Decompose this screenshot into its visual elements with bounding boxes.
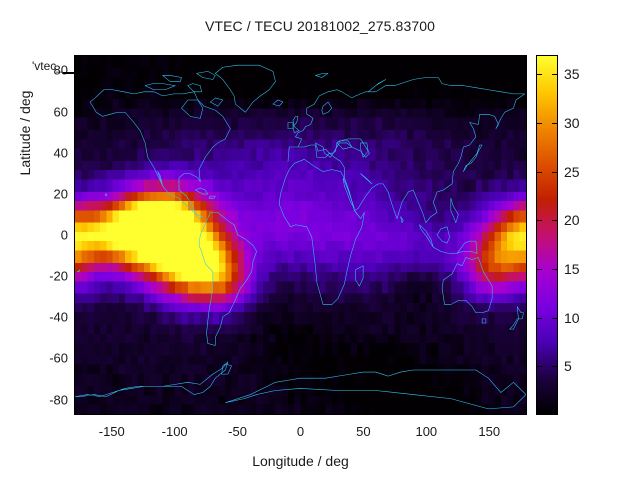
colorbar-tick xyxy=(537,269,542,271)
coastline-path xyxy=(105,194,106,196)
colorbar-tick-label: 15 xyxy=(564,261,580,278)
colorbar-tick-label: 35 xyxy=(564,66,580,83)
colorbar-tick xyxy=(552,366,557,368)
colorbar-tick-label: 20 xyxy=(564,212,580,229)
x-tick-label: 100 xyxy=(415,424,438,439)
coastline-path xyxy=(145,84,175,90)
coastline-path xyxy=(288,122,293,128)
y-axis-ticks: 80 60 40 20 0 -20 -40 -60 -80 xyxy=(0,0,68,480)
colorbar-tick xyxy=(552,74,557,76)
coastline-path xyxy=(197,71,216,79)
colorbar-tick xyxy=(552,123,557,125)
coastline-path xyxy=(361,143,369,157)
coastline-path xyxy=(401,217,404,223)
coastline-path xyxy=(437,227,450,243)
coastline-path xyxy=(279,159,364,304)
coastline-path xyxy=(199,212,257,345)
x-tick-label: -100 xyxy=(161,424,188,439)
coastline-path xyxy=(188,84,202,92)
coastline-path xyxy=(356,266,364,286)
x-tick-label: 150 xyxy=(478,424,501,439)
colorbar-tick xyxy=(537,74,542,76)
y-tick-label: 0 xyxy=(60,227,68,243)
coastline-path xyxy=(225,370,526,409)
series-label-rule xyxy=(63,72,77,74)
coastline-path xyxy=(222,364,232,374)
colorbar-gradient xyxy=(536,55,558,415)
colorbar-tick-label: 10 xyxy=(564,309,580,326)
coastline-path xyxy=(463,145,482,172)
coastline-overlay xyxy=(75,56,526,414)
y-tick-label: -80 xyxy=(49,392,68,408)
coastline-path xyxy=(215,65,275,112)
coastline-path xyxy=(181,100,202,118)
coastline-path xyxy=(337,141,352,149)
coastline-path xyxy=(273,100,283,106)
coastline-path xyxy=(322,102,332,114)
colorbar-tick xyxy=(552,171,557,173)
coastline-path xyxy=(210,98,223,106)
y-tick-label: -20 xyxy=(49,268,68,284)
colorbar-tick-label: 30 xyxy=(564,115,580,132)
coastline-path xyxy=(442,258,492,313)
coastline-path xyxy=(368,80,386,92)
coastline-path xyxy=(361,174,372,184)
colorbar-tick-label: 5 xyxy=(564,358,572,375)
page-title: VTEC / TECU 20181002_275.83700 xyxy=(204,18,435,34)
colorbar-tick xyxy=(552,220,557,222)
coastline-path xyxy=(316,73,329,77)
y-tick-label: -60 xyxy=(49,350,68,366)
coastline-path xyxy=(75,362,228,397)
y-tick-label: 80 xyxy=(53,62,68,78)
coastline-path xyxy=(209,196,215,198)
coastline-path xyxy=(343,178,354,209)
colorbar-tick xyxy=(537,366,542,368)
y-axis-title: Latitude / deg xyxy=(17,90,33,176)
coastline-path xyxy=(195,188,208,194)
colorbar-tick-label: 25 xyxy=(564,163,580,180)
vtec-heatmap xyxy=(75,56,526,414)
colorbar-tick xyxy=(537,317,542,319)
y-tick-label: 60 xyxy=(53,104,68,120)
coastline-path xyxy=(78,270,81,272)
x-tick-label: -150 xyxy=(98,424,125,439)
coastline-path xyxy=(420,225,478,254)
colorbar-tick xyxy=(537,123,542,125)
coastline-path xyxy=(293,116,299,132)
coastline-path xyxy=(451,198,459,223)
colorbar-tick xyxy=(537,220,542,222)
y-tick-label: 40 xyxy=(53,145,68,161)
y-tick-label: -40 xyxy=(49,309,68,325)
series-label: 'vtec_ xyxy=(32,59,63,73)
x-tick-label: -50 xyxy=(228,424,247,439)
x-axis-title: Longitude / deg xyxy=(252,453,349,469)
colorbar-tick xyxy=(552,269,557,271)
colorbar-tick xyxy=(537,171,542,173)
coastline-path xyxy=(158,172,163,186)
coastline-path xyxy=(482,319,486,323)
colorbar-tick xyxy=(552,317,557,319)
coastline-path xyxy=(288,77,525,222)
x-tick-label: 50 xyxy=(356,424,371,439)
coastline-path xyxy=(510,307,524,330)
y-tick-label: 20 xyxy=(53,186,68,202)
x-tick-label: 0 xyxy=(296,424,305,439)
coastline-path xyxy=(163,75,182,81)
colorbar: 5 10 15 20 25 30 35 xyxy=(536,55,580,415)
heatmap-plot-area xyxy=(74,55,527,415)
x-axis-ticks: -150 -100 -50 0 50 100 150 xyxy=(0,424,640,444)
coastline-path xyxy=(90,90,230,219)
